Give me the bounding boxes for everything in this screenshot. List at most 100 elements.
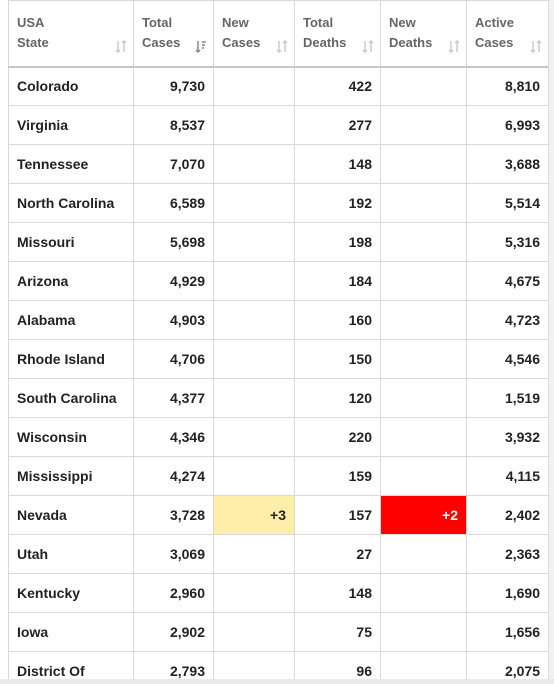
sort-icon[interactable]: [276, 39, 288, 53]
table-row: Mississippi 4,274 159 4,115: [8, 456, 548, 496]
column-header[interactable]: Total Deaths: [294, 0, 381, 68]
state-name: Rhode Island: [17, 351, 105, 367]
table-cell: [213, 183, 295, 223]
cell-value: 2,075: [504, 663, 540, 679]
table-cell: 4,929: [133, 261, 214, 301]
table-row: Virginia 8,537 277 6,993: [8, 105, 548, 145]
cell-value: 192: [348, 195, 372, 211]
column-header[interactable]: New Cases: [213, 0, 295, 68]
cell-value: 2,363: [504, 546, 540, 562]
table-row: Missouri 5,698 198 5,316: [8, 222, 548, 262]
table-cell: 148: [294, 144, 381, 184]
cell-value: 5,698: [169, 234, 205, 250]
table-cell: 5,316: [466, 222, 548, 262]
header-label: Cases: [142, 35, 181, 51]
table-cell: North Carolina: [8, 183, 134, 223]
cell-value: 4,675: [504, 273, 540, 289]
header-label: New: [389, 15, 416, 31]
cell-value: 5,316: [504, 234, 540, 250]
cell-value: 220: [348, 429, 372, 445]
table-cell: Wisconsin: [8, 417, 134, 457]
cell-value: 8,810: [504, 78, 540, 95]
state-name: Iowa: [17, 624, 49, 640]
table-cell: 4,675: [466, 261, 548, 301]
table-cell: 160: [294, 300, 381, 340]
table-cell: Utah: [8, 534, 134, 574]
column-header[interactable]: New Deaths: [380, 0, 467, 68]
cell-value: 159: [348, 468, 372, 484]
sort-icon[interactable]: [115, 39, 127, 53]
cell-value: 1,656: [504, 624, 540, 640]
table-cell: 2,793: [133, 651, 214, 684]
table-row: Colorado 9,730 422 8,810: [8, 66, 548, 106]
table-row: North Carolina 6,589 192 5,514: [8, 183, 548, 223]
table-cell: Virginia: [8, 105, 134, 145]
table-cell: 220: [294, 417, 381, 457]
sort-icon[interactable]: [195, 40, 207, 53]
table-cell: 4,274: [133, 456, 214, 496]
sort-icon[interactable]: [530, 39, 542, 53]
cell-value: 4,903: [169, 312, 205, 328]
cell-value: +2: [442, 507, 458, 523]
table-cell: [213, 222, 295, 262]
table-cell: [213, 534, 295, 574]
cell-value: 8,537: [169, 117, 205, 133]
table-cell: +3: [213, 495, 295, 535]
cell-value: 4,115: [505, 468, 540, 484]
table-cell: Colorado: [8, 66, 134, 106]
table-cell: 277: [294, 105, 381, 145]
cell-value: 27: [356, 546, 372, 562]
cell-value: 2,793: [169, 663, 205, 679]
sort-icon[interactable]: [362, 39, 374, 53]
cell-value: 2,902: [169, 624, 205, 640]
cell-value: 96: [356, 663, 372, 679]
state-name: North Carolina: [17, 195, 115, 211]
cell-value: 4,377: [169, 390, 205, 406]
cell-value: 148: [348, 585, 372, 601]
cell-value: +3: [270, 507, 286, 523]
table-cell: +2: [380, 495, 467, 535]
state-name: Utah: [17, 546, 49, 562]
table-cell: [380, 183, 467, 223]
table-cell: 3,728: [133, 495, 214, 535]
table-row: Tennessee 7,070 148 3,688: [8, 144, 548, 184]
scrollbar-horizontal[interactable]: [0, 679, 554, 684]
sort-icon[interactable]: [448, 39, 460, 53]
table-cell: 3,932: [466, 417, 548, 457]
state-name: District Of: [17, 663, 85, 679]
table-row: District Of 2,793 96 2,075: [8, 651, 548, 684]
table-cell: 3,688: [466, 144, 548, 184]
table-cell: 5,514: [466, 183, 548, 223]
table-cell: [380, 105, 467, 145]
state-name: Colorado: [17, 78, 79, 95]
table-row: Alabama 4,903 160 4,723: [8, 300, 548, 340]
scrollbar[interactable]: [548, 0, 554, 684]
cell-value: 6,993: [504, 117, 540, 133]
table-cell: 4,115: [466, 456, 548, 496]
state-name: Kentucky: [17, 585, 81, 601]
table-row: Kentucky 2,960 148 1,690: [8, 573, 548, 613]
table-cell: 192: [294, 183, 381, 223]
table-cell: 4,723: [466, 300, 548, 340]
table-cell: 4,346: [133, 417, 214, 457]
state-name: Alabama: [17, 312, 76, 328]
column-header[interactable]: USA State: [8, 0, 134, 68]
data-table: USA State Total Cases New Cases Total Deaths New…: [8, 0, 548, 684]
column-header[interactable]: Active Cases: [466, 0, 548, 68]
table-body: Colorado 9,730 422 8,810 Virginia 8,537 277 6,9…: [8, 66, 548, 684]
table-cell: 3,069: [133, 534, 214, 574]
header-row: USA State Total Cases New Cases Total Deaths New…: [8, 0, 548, 68]
table-cell: 422: [294, 66, 381, 106]
table-cell: 1,519: [466, 378, 548, 418]
cell-value: 4,929: [169, 273, 205, 289]
table-cell: [380, 261, 467, 301]
header-label: Cases: [222, 35, 261, 51]
table-cell: [380, 144, 467, 184]
table-cell: 27: [294, 534, 381, 574]
column-header[interactable]: Total Cases: [133, 0, 214, 68]
table-row: Utah 3,069 27 2,363: [8, 534, 548, 574]
table-cell: 4,377: [133, 378, 214, 418]
header-label: Total: [303, 15, 334, 31]
table-cell: 2,902: [133, 612, 214, 652]
table-row: Arizona 4,929 184 4,675: [8, 261, 548, 301]
